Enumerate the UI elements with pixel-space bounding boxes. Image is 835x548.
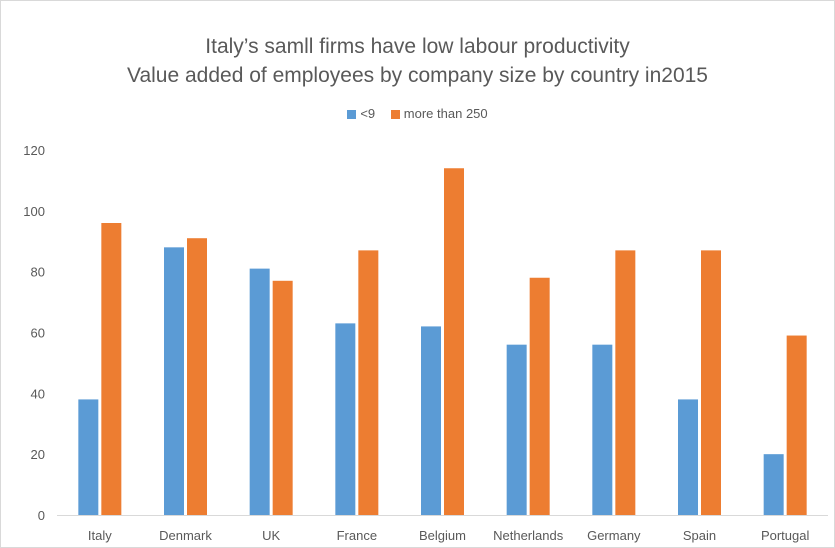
x-tick-label-france: France (337, 528, 377, 543)
y-tick-label-80: 80 (31, 265, 45, 280)
bar-spain-large-firms (701, 250, 721, 515)
bar-italy-large-firms (101, 223, 122, 515)
x-axis-labels: Italy Denmark UK France Belgium Netherlands Ge… (88, 528, 810, 543)
bar-portugal-small-firms (763, 454, 784, 515)
bar-denmark-large-firms (187, 238, 207, 516)
bar-germany-small-firms (592, 344, 613, 515)
chart-subtitle: Value added of employees by company size… (127, 64, 708, 87)
y-tick-label-120: 120 (23, 143, 45, 158)
chart-title-block: Italy’s samll firms have low labour prod… (0, 32, 835, 90)
legend-label-small-firms: <9 (360, 106, 376, 121)
bar-denmark-small-firms (164, 247, 184, 516)
y-tick-label-0: 0 (38, 508, 45, 523)
bar-germany-large-firms (615, 250, 636, 515)
bar-uk-large-firms (272, 280, 293, 515)
x-tick-label-belgium: Belgium (419, 528, 466, 543)
bar-portugal-large-firms (786, 335, 807, 515)
bar-uk-small-firms (249, 268, 270, 515)
legend: <9 more than 250 (0, 106, 835, 121)
bar-belgium-small-firms (421, 326, 441, 515)
bar-netherlands-large-firms (529, 277, 550, 515)
bar-belgium-large-firms (444, 168, 464, 515)
x-tick-label-netherlands: Netherlands (493, 528, 564, 543)
bar-italy-small-firms (78, 399, 99, 515)
x-tick-label-denmark: Denmark (159, 528, 212, 543)
bars (78, 168, 807, 516)
x-tick-label-italy: Italy (88, 528, 112, 543)
legend-swatch-large-firms (390, 110, 400, 119)
y-tick-label-60: 60 (31, 326, 45, 341)
legend-item-small-firms: <9 (347, 106, 375, 121)
x-tick-label-uk: UK (262, 528, 280, 543)
x-tick-label-portugal: Portugal (761, 528, 810, 543)
legend-item-large-firms: more than 250 (390, 106, 488, 121)
chart-title: Italy’s samll firms have low labour prod… (205, 35, 630, 58)
bar-netherlands-small-firms (506, 344, 527, 515)
x-tick-label-germany: Germany (587, 528, 641, 543)
bar-france-large-firms (358, 250, 379, 515)
y-tick-label-40: 40 (31, 386, 45, 401)
y-tick-label-100: 100 (23, 204, 45, 219)
y-tick-label-20: 20 (31, 447, 45, 462)
legend-swatch-small-firms (347, 110, 357, 119)
bar-france-small-firms (335, 323, 356, 515)
x-tick-label-spain: Spain (683, 528, 716, 543)
bar-spain-small-firms (678, 399, 698, 515)
y-axis-labels: 0 20 40 60 80 100 120 (23, 143, 45, 523)
legend-label-large-firms: more than 250 (403, 106, 488, 121)
